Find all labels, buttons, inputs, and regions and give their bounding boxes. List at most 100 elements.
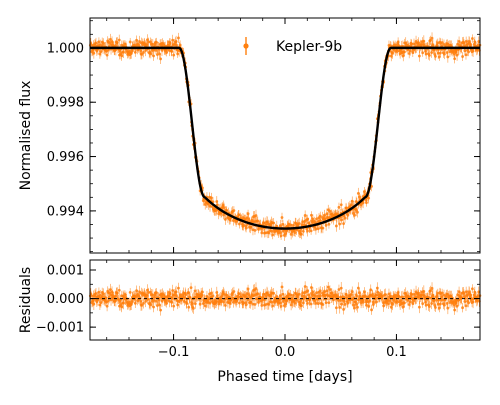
x-tick-label: 0.0 — [275, 345, 296, 360]
residual-point — [297, 292, 301, 296]
residual-point — [453, 308, 457, 312]
flux-point — [152, 54, 155, 58]
residual-point — [267, 302, 271, 306]
residual-point — [306, 301, 309, 305]
residual-point — [473, 290, 477, 294]
residual-point — [142, 301, 145, 305]
flux-point — [477, 40, 481, 43]
flux-point — [232, 209, 236, 212]
flux-point — [318, 214, 322, 218]
residual-point — [193, 302, 197, 306]
residual-point — [327, 301, 331, 305]
residual-point — [246, 287, 250, 291]
residual-point — [260, 304, 264, 307]
residual-point — [243, 294, 247, 297]
residual-point — [318, 289, 322, 293]
residual-point — [324, 301, 328, 305]
y-tick-label: 0.998 — [47, 96, 84, 111]
flux-point — [97, 40, 101, 44]
residual-point — [249, 300, 253, 304]
flux-point — [464, 53, 468, 57]
flux-point — [321, 226, 325, 230]
flux-point — [253, 228, 257, 232]
flux-point — [453, 57, 457, 61]
residual-point — [301, 291, 305, 295]
residual-point — [271, 304, 275, 308]
flux-point — [303, 214, 307, 217]
flux-point — [327, 222, 331, 226]
residual-point — [309, 302, 313, 306]
flux-point — [300, 232, 303, 236]
residual-point — [151, 293, 155, 297]
flux-point — [105, 53, 109, 57]
residual-point — [334, 306, 338, 310]
bottom-panel-data — [88, 281, 482, 316]
residual-point — [157, 298, 161, 302]
residual-point — [319, 294, 322, 298]
flux-point — [151, 42, 155, 46]
flux-point — [430, 36, 434, 40]
residual-point — [193, 289, 197, 293]
residual-point — [374, 293, 378, 297]
flux-point — [356, 191, 360, 195]
y-axis-label-top: Normalised flux — [18, 81, 34, 191]
flux-point — [267, 231, 271, 235]
flux-point — [455, 53, 459, 57]
residual-point — [102, 292, 105, 296]
flux-point — [319, 219, 322, 223]
residual-point — [356, 286, 360, 290]
residual-point — [455, 304, 459, 308]
residual-point — [467, 301, 470, 305]
residual-point — [149, 303, 153, 307]
x-tick-label: −0.1 — [158, 345, 190, 360]
residual-point — [97, 290, 101, 294]
residual-point — [321, 303, 325, 306]
residual-point — [365, 303, 368, 307]
residual-point — [171, 289, 175, 292]
flux-point — [417, 54, 421, 58]
residual-point — [427, 305, 431, 308]
legend: Kepler-9b — [243, 37, 342, 55]
residual-point — [343, 302, 347, 306]
flux-point — [311, 217, 315, 221]
flux-point — [215, 200, 219, 203]
flux-point — [222, 206, 226, 209]
flux-point — [247, 217, 251, 221]
flux-point — [395, 50, 399, 53]
y-tick-label: 0.996 — [47, 150, 84, 165]
flux-point — [324, 223, 328, 227]
flux-point — [281, 222, 285, 226]
residual-point — [253, 303, 257, 306]
flux-point — [314, 227, 318, 231]
residual-point — [382, 304, 386, 308]
residual-point — [146, 297, 150, 301]
residual-point — [404, 292, 408, 295]
residual-point — [434, 306, 437, 309]
y-tick-label: 1.000 — [47, 41, 84, 56]
residual-point — [188, 295, 192, 299]
residual-point — [397, 295, 401, 299]
flux-point — [246, 212, 250, 216]
residual-point — [386, 302, 390, 306]
flux-point — [158, 52, 161, 56]
flux-point — [462, 41, 466, 45]
residual-point — [279, 294, 282, 298]
residual-point — [198, 302, 202, 306]
flux-point — [424, 52, 428, 56]
residual-point — [446, 306, 450, 310]
flux-point — [272, 221, 276, 225]
flux-point — [346, 213, 350, 217]
residual-point — [470, 287, 474, 291]
flux-point — [98, 43, 102, 47]
residual-point — [175, 294, 178, 297]
residual-point — [280, 285, 284, 289]
flux-point — [237, 213, 241, 217]
flux-point — [115, 41, 119, 44]
residual-point — [281, 292, 285, 296]
residual-point — [326, 285, 330, 289]
residual-point — [247, 293, 251, 296]
flux-point — [289, 232, 293, 236]
flux-point — [316, 227, 320, 231]
flux-point — [442, 52, 446, 56]
residual-point — [352, 303, 355, 307]
